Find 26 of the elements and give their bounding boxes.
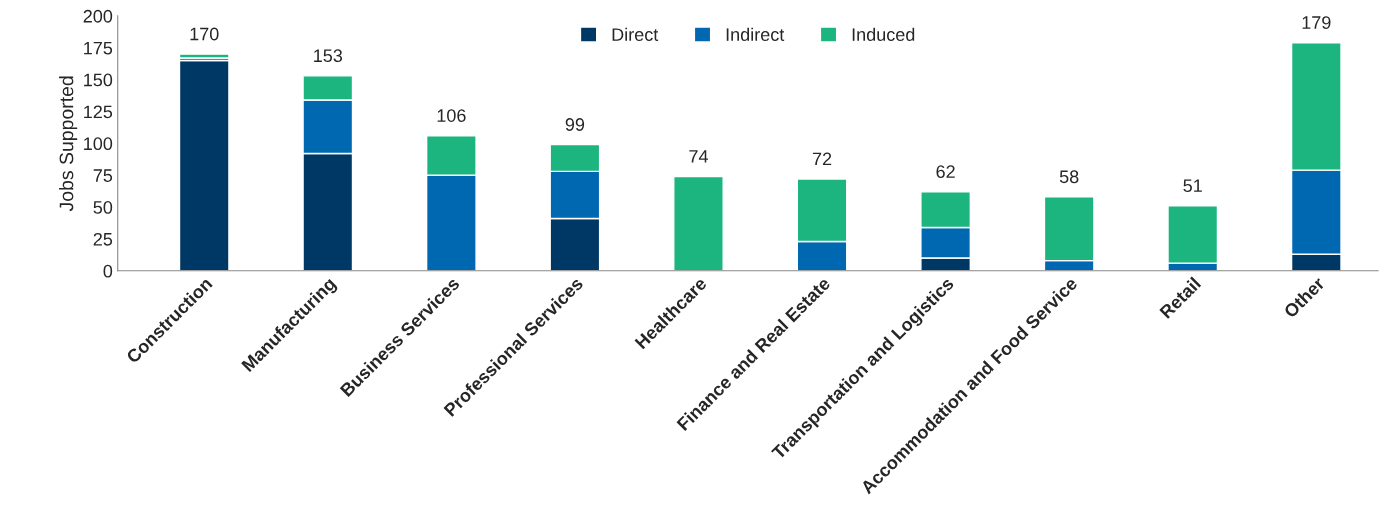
y-tick-label: 50	[93, 201, 113, 214]
total-label: 74	[689, 150, 708, 163]
y-tick-label: 0	[103, 264, 113, 278]
legend-label: Induced	[852, 27, 915, 41]
y-tick-label: 100	[84, 137, 113, 151]
total-label: 170	[190, 27, 219, 41]
bar	[178, 53, 230, 59]
total-label: 72	[812, 152, 832, 166]
total-label: 62	[936, 165, 955, 179]
total-label: 106	[437, 109, 466, 122]
total-label: 179	[1302, 16, 1331, 29]
bar	[178, 59, 230, 271]
y-tick-label: 75	[93, 169, 113, 182]
y-tick-label: 175	[84, 41, 113, 55]
bar	[673, 175, 724, 271]
y-tick-label: 25	[93, 232, 113, 246]
y-axis-title: Jobs Supported	[59, 76, 78, 212]
y-tick-label: 150	[84, 73, 113, 87]
total-label: 99	[565, 118, 585, 131]
total-label: 153	[314, 49, 343, 63]
legend-label: Direct	[612, 27, 659, 41]
y-tick-label: 125	[84, 105, 113, 119]
total-label: 58	[1059, 170, 1079, 184]
total-label: 51	[1183, 179, 1202, 193]
legend-label: Indirect	[726, 27, 785, 41]
y-tick-label: 200	[83, 9, 113, 23]
